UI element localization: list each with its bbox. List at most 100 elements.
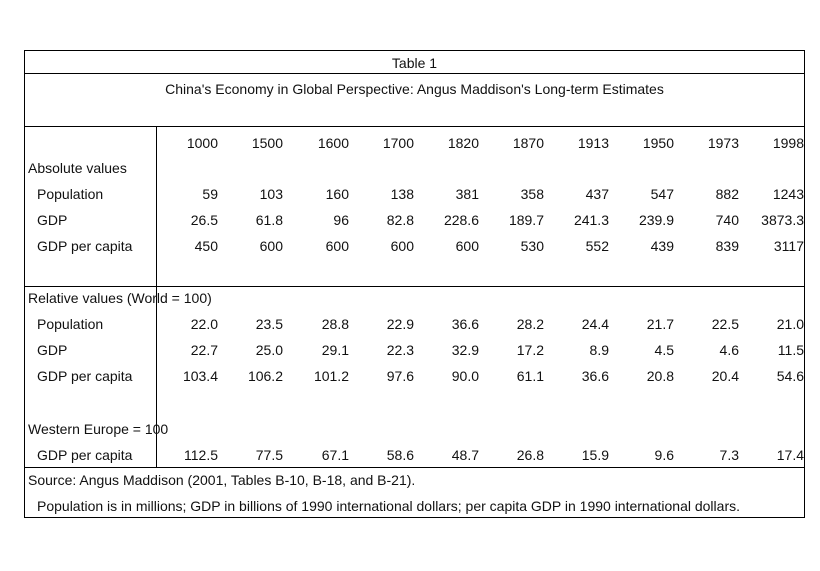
table-cell: 58.6	[386, 447, 414, 463]
table-cell: 839	[715, 238, 739, 254]
table-cell: 97.6	[386, 368, 414, 384]
table-cell: 4.6	[719, 342, 739, 358]
table-cell: 228.6	[443, 212, 479, 228]
table-cell: 22.3	[386, 342, 414, 358]
column-header-year: 1950	[642, 135, 674, 151]
table-cell: 547	[650, 186, 674, 202]
table-cell: 600	[325, 238, 349, 254]
row-label: Population	[37, 316, 104, 332]
table-cell: 600	[455, 238, 479, 254]
table-cell: 28.8	[321, 316, 349, 332]
table-cell: 138	[390, 186, 414, 202]
table-cell: 24.4	[581, 316, 609, 332]
row-label: GDP per capita	[37, 238, 133, 254]
table-cell: 189.7	[508, 212, 544, 228]
table-cell: 48.7	[451, 447, 479, 463]
table-cell: 22.5	[711, 316, 739, 332]
divider	[25, 286, 804, 287]
table-cell: 26.5	[190, 212, 218, 228]
table-cell: 7.3	[719, 447, 739, 463]
column-header-year: 1000	[186, 135, 218, 151]
table-cell: 4.5	[654, 342, 674, 358]
table-cell: 450	[194, 238, 218, 254]
table-cell: 112.5	[184, 447, 218, 463]
units-note: Population is in millions; GDP in billio…	[37, 498, 740, 514]
divider	[25, 126, 804, 127]
column-header-year: 1600	[317, 135, 349, 151]
table-cell: 1243	[772, 186, 804, 202]
table-cell: 67.1	[321, 447, 349, 463]
table-cell: 106.2	[247, 368, 283, 384]
table-cell: 239.9	[638, 212, 674, 228]
column-header-year: 1913	[577, 135, 609, 151]
table-cell: 28.2	[516, 316, 544, 332]
table-cell: 82.8	[386, 212, 414, 228]
divider	[25, 467, 804, 468]
table-cell: 11.5	[777, 342, 804, 358]
table-cell: 22.0	[190, 316, 218, 332]
table-cell: 36.6	[581, 368, 609, 384]
column-header-year: 1700	[382, 135, 414, 151]
column-header-year: 1973	[707, 135, 739, 151]
table-cell: 552	[585, 238, 609, 254]
table-cell: 600	[259, 238, 283, 254]
table-cell: 9.6	[654, 447, 674, 463]
table-cell: 32.9	[451, 342, 479, 358]
table-cell: 21.7	[646, 316, 674, 332]
section-header: Western Europe = 100	[28, 421, 169, 437]
table-cell: 8.9	[589, 342, 609, 358]
table-cell: 22.9	[386, 316, 414, 332]
table-subtitle: China's Economy in Global Perspective: A…	[165, 81, 664, 97]
table-cell: 21.0	[776, 316, 804, 332]
table-cell: 358	[520, 186, 544, 202]
divider	[25, 73, 804, 74]
table-cell: 439	[650, 238, 674, 254]
row-label: GDP	[37, 212, 68, 228]
table-cell: 17.2	[516, 342, 544, 358]
table-cell: 740	[715, 212, 739, 228]
data-table: Table 1 China's Economy in Global Perspe…	[24, 50, 805, 518]
table-cell: 101.2	[313, 368, 349, 384]
table-cell: 3873.3	[761, 212, 804, 228]
table-cell: 59	[202, 186, 218, 202]
table-cell: 17.4	[776, 447, 804, 463]
row-label: GDP	[37, 342, 68, 358]
table-cell: 530	[520, 238, 544, 254]
table-cell: 437	[585, 186, 609, 202]
column-header-year: 1998	[772, 135, 804, 151]
source-note: Source: Angus Maddison (2001, Tables B-1…	[28, 472, 416, 488]
table-cell: 26.8	[516, 447, 544, 463]
table-cell: 103	[259, 186, 283, 202]
table-cell: 36.6	[451, 316, 479, 332]
row-label: GDP per capita	[37, 447, 133, 463]
table-cell: 29.1	[321, 342, 349, 358]
table-cell: 61.1	[516, 368, 544, 384]
table-cell: 882	[715, 186, 739, 202]
section-header: Relative values (World = 100)	[28, 290, 212, 306]
row-label: GDP per capita	[37, 368, 133, 384]
table-cell: 23.5	[255, 316, 283, 332]
table-cell: 20.4	[711, 368, 739, 384]
column-header-year: 1500	[251, 135, 283, 151]
table-cell: 20.8	[646, 368, 674, 384]
table-cell: 381	[455, 186, 479, 202]
table-cell: 241.3	[573, 212, 609, 228]
table-cell: 54.6	[776, 368, 804, 384]
section-header: Absolute values	[28, 160, 127, 176]
table-cell: 61.8	[255, 212, 283, 228]
table-cell: 25.0	[255, 342, 283, 358]
column-header-year: 1870	[512, 135, 544, 151]
table-cell: 90.0	[451, 368, 479, 384]
column-divider	[156, 126, 157, 467]
table-cell: 15.9	[581, 447, 609, 463]
table-cell: 600	[390, 238, 414, 254]
table-title: Table 1	[391, 55, 438, 71]
table-cell: 22.7	[190, 342, 218, 358]
table-cell: 77.5	[255, 447, 283, 463]
table-cell: 96	[333, 212, 349, 228]
column-header-year: 1820	[447, 135, 479, 151]
table-cell: 160	[325, 186, 349, 202]
table-cell: 103.4	[182, 368, 218, 384]
table-cell: 3117	[773, 238, 804, 254]
row-label: Population	[37, 186, 104, 202]
